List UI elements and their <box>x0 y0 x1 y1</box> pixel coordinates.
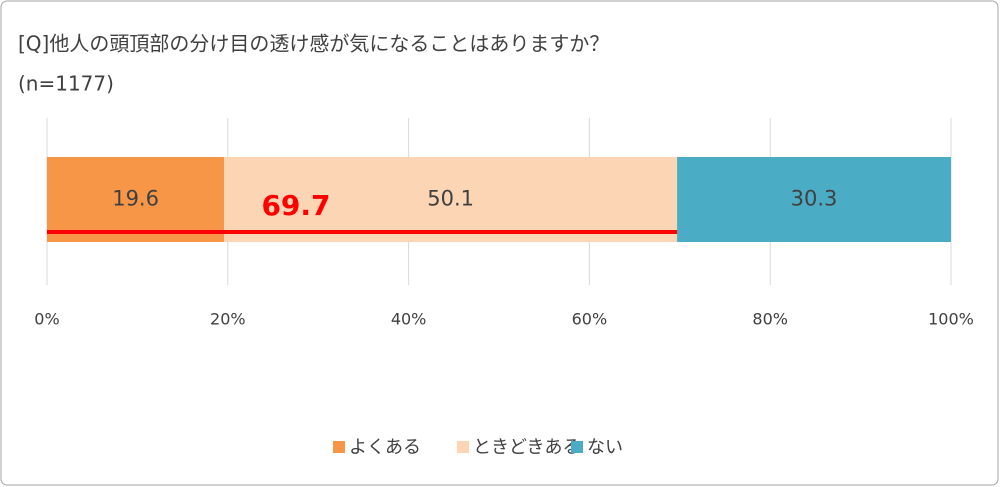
data-label: 50.1 <box>427 187 474 211</box>
bar-segment <box>47 157 225 242</box>
x-tick-label: 60% <box>572 310 608 329</box>
x-tick-label: 40% <box>391 310 427 329</box>
chart-subtitle: (n=1177) <box>18 72 114 96</box>
x-tick-label: 20% <box>210 310 246 329</box>
legend-swatch <box>333 441 345 453</box>
legend-label: ときどきある <box>473 437 580 458</box>
legend-label: よくある <box>349 437 421 458</box>
bar-segment <box>677 157 951 242</box>
x-tick-label: 80% <box>752 310 788 329</box>
legend-swatch <box>571 441 583 453</box>
data-label: 30.3 <box>791 187 838 211</box>
chart-title: [Q]他人の頭頂部の分け目の透け感が気になることはありますか？ <box>18 32 609 56</box>
bar-segment <box>224 157 678 242</box>
x-tick-label: 100% <box>928 310 974 329</box>
legend-label: ない <box>587 437 623 458</box>
x-tick-label: 0% <box>34 310 59 329</box>
legend-swatch <box>457 441 469 453</box>
annotation-label: 69.7 <box>261 189 330 222</box>
data-label: 19.6 <box>112 187 159 211</box>
